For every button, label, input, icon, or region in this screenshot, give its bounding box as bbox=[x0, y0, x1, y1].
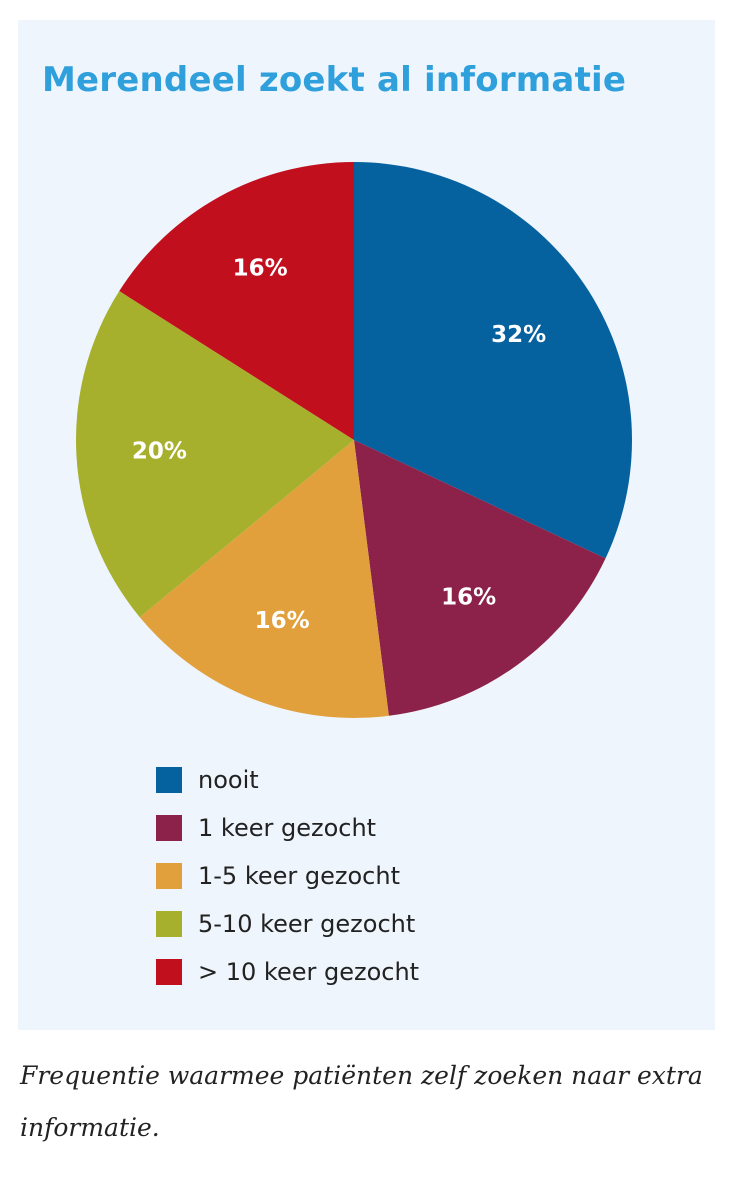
pie-slice-label-1: 16% bbox=[441, 584, 496, 610]
legend-label-1-keer: 1 keer gezocht bbox=[198, 814, 377, 842]
legend-item-5-10-keer: 5-10 keer gezocht bbox=[156, 900, 419, 948]
pie-slice-label-4: 16% bbox=[233, 256, 288, 282]
pie-slice-1 bbox=[354, 440, 606, 716]
legend-swatch-1-keer bbox=[156, 815, 182, 841]
legend-label-5-10-keer: 5-10 keer gezocht bbox=[198, 910, 416, 938]
chart-panel: Merendeel zoekt al informatie 32% 16% 16% 2… bbox=[18, 20, 715, 1030]
pie-slice-2 bbox=[139, 440, 389, 719]
legend-swatch-1-5-keer bbox=[156, 863, 182, 889]
legend-item-nooit: nooit bbox=[156, 756, 419, 804]
pie-slice-3 bbox=[76, 291, 355, 618]
legend-swatch-5-10-keer bbox=[156, 911, 182, 937]
figure-caption: Frequentie waarmee patiënten zelf zoeken… bbox=[20, 1061, 703, 1142]
legend-item-1-keer: 1 keer gezocht bbox=[156, 804, 419, 852]
pie-slice-label-2: 16% bbox=[255, 608, 310, 634]
pie-slice-label-3: 20% bbox=[132, 439, 187, 465]
chart-title: Merendeel zoekt al informatie bbox=[42, 60, 627, 100]
legend-label-nooit: nooit bbox=[198, 766, 259, 794]
pie-slice-0 bbox=[354, 162, 632, 559]
pie-slice-label-0: 32% bbox=[491, 322, 546, 348]
legend-item-1-5-keer: 1-5 keer gezocht bbox=[156, 852, 419, 900]
pie-slice-4 bbox=[119, 162, 354, 440]
pie-chart: 32% 16% 16% 20% 16% bbox=[76, 162, 632, 719]
chart-legend: nooit 1 keer gezocht 1-5 keer gezocht 5-… bbox=[156, 756, 419, 996]
legend-swatch-meer-dan-10-keer bbox=[156, 959, 182, 985]
legend-label-1-5-keer: 1-5 keer gezocht bbox=[198, 862, 400, 890]
legend-label-meer-dan-10-keer: > 10 keer gezocht bbox=[198, 958, 420, 986]
legend-item-meer-dan-10-keer: > 10 keer gezocht bbox=[156, 948, 419, 996]
legend-swatch-nooit bbox=[156, 767, 182, 793]
